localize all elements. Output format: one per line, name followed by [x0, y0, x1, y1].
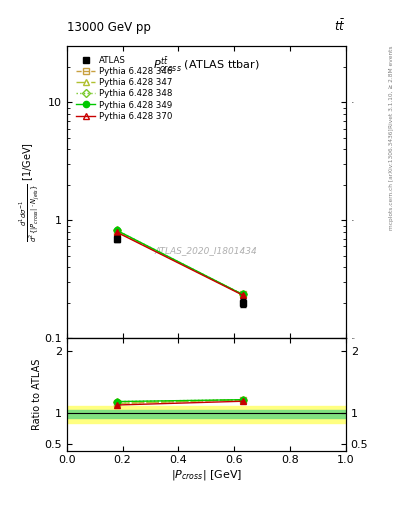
Bar — [67, 410, 346, 418]
Text: $t\bar{t}$: $t\bar{t}$ — [334, 19, 346, 34]
Text: 13000 GeV pp: 13000 GeV pp — [67, 22, 151, 34]
Text: ATLAS_2020_I1801434: ATLAS_2020_I1801434 — [155, 246, 258, 255]
Bar — [67, 406, 346, 423]
X-axis label: $|P_{cross}|$ [GeV]: $|P_{cross}|$ [GeV] — [171, 468, 242, 482]
Text: $P_{cross}^{t\bar{t}}$ (ATLAS ttbar): $P_{cross}^{t\bar{t}}$ (ATLAS ttbar) — [153, 55, 260, 74]
Text: mcplots.cern.ch [arXiv:1306.3436]: mcplots.cern.ch [arXiv:1306.3436] — [389, 128, 393, 230]
Y-axis label: $\frac{d^1d\sigma^{-1}}{d^2\{|P_{cross}|\cdot N_{jets}\}}$ [1/GeV]: $\frac{d^1d\sigma^{-1}}{d^2\{|P_{cross}|… — [18, 142, 42, 242]
Legend: ATLAS, Pythia 6.428 346, Pythia 6.428 347, Pythia 6.428 348, Pythia 6.428 349, P: ATLAS, Pythia 6.428 346, Pythia 6.428 34… — [74, 53, 175, 123]
Y-axis label: Ratio to ATLAS: Ratio to ATLAS — [31, 359, 42, 430]
Text: Rivet 3.1.10, ≥ 2.8M events: Rivet 3.1.10, ≥ 2.8M events — [389, 46, 393, 128]
